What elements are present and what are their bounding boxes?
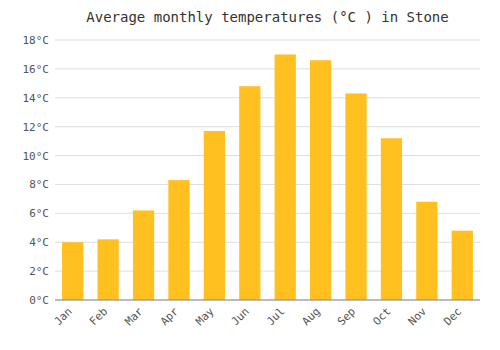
y-tick-label: 6°C: [29, 207, 49, 220]
x-tick-label: Feb: [87, 305, 110, 328]
chart: Average monthly temperatures (°C ) in St…: [0, 0, 500, 350]
y-tick-label: 0°C: [29, 294, 49, 307]
x-axis-line: [55, 300, 480, 301]
bar: [381, 138, 402, 300]
bar: [345, 93, 366, 300]
y-tick-label: 16°C: [23, 63, 50, 76]
bar: [310, 60, 331, 300]
grid-line: [55, 126, 480, 127]
x-tick-label: Jan: [52, 305, 75, 328]
x-tick-label: Aug: [300, 305, 323, 328]
grid-line: [55, 300, 480, 301]
y-tick-label: 2°C: [29, 265, 49, 278]
x-tick-label: Apr: [158, 305, 182, 329]
x-tick-label: Dec: [441, 305, 464, 328]
grid-line: [55, 68, 480, 69]
x-axis: Jan Feb Mar Apr May Jun Jul Aug Sep Oct Nov Dec: [52, 300, 480, 328]
bar: [98, 239, 119, 300]
bars: [62, 54, 473, 300]
y-tick-label: 18°C: [23, 34, 50, 47]
bar: [168, 180, 189, 300]
y-tick-label: 4°C: [29, 236, 49, 249]
title: Average monthly temperatures (°C ) in St…: [86, 9, 448, 25]
y-tick-label: 8°C: [29, 178, 49, 191]
x-tick-label: Jul: [264, 305, 287, 328]
chart-container: Average monthly temperatures (°C ) in St…: [0, 0, 500, 350]
grid-line: [55, 97, 480, 98]
bar: [239, 86, 260, 300]
bar: [62, 242, 83, 300]
grid-line: [55, 184, 480, 185]
y-tick-label: 14°C: [23, 92, 50, 105]
x-tick-label: May: [193, 305, 217, 329]
grid-line: [55, 155, 480, 156]
y-axis: 0°C 2°C 4°C 6°C 8°C 10°C 12°C 14°C 16°C 18°C: [23, 34, 481, 307]
x-tick-label: Oct: [370, 305, 393, 328]
bar: [452, 231, 473, 300]
y-tick-label: 10°C: [23, 150, 50, 163]
y-tick-label: 12°C: [23, 121, 50, 134]
grid-line: [55, 40, 480, 41]
bar: [416, 202, 437, 300]
bar: [204, 131, 225, 300]
x-tick-label: Jun: [229, 305, 252, 328]
x-tick-label: Nov: [406, 305, 430, 329]
x-tick-label: Sep: [335, 305, 358, 328]
x-tick-label: Mar: [122, 305, 146, 329]
bar: [133, 210, 154, 300]
bar: [275, 54, 296, 300]
